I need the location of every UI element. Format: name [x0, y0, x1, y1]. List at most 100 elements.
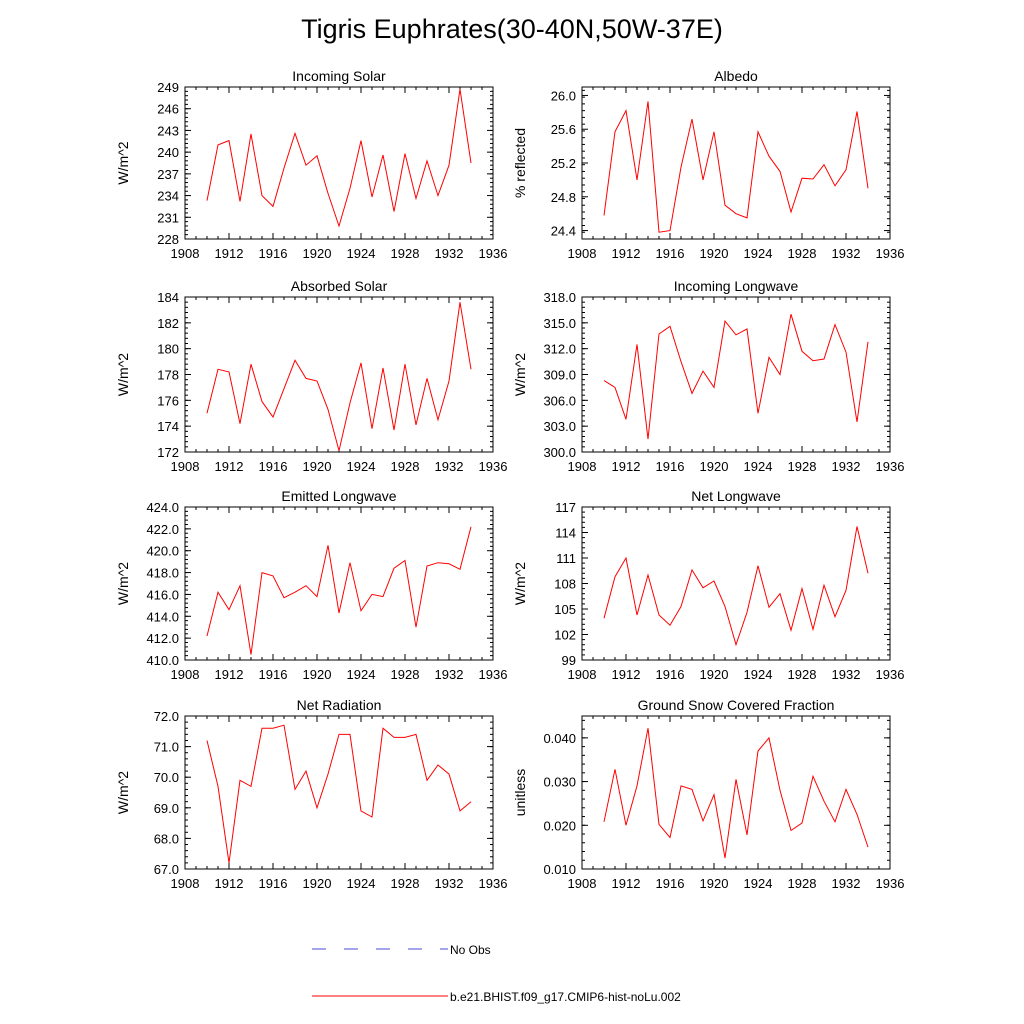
- y-tick-label: 249: [157, 80, 179, 95]
- y-tick-label: 0.030: [543, 775, 576, 790]
- x-tick-label: 1908: [171, 459, 200, 474]
- y-tick-label: 243: [157, 123, 179, 138]
- panel-title: Emitted Longwave: [281, 488, 396, 504]
- x-tick-label: 1912: [612, 667, 641, 682]
- x-tick-label: 1924: [744, 876, 773, 891]
- panel-title: Albedo: [714, 68, 758, 84]
- series-line: [206, 724, 472, 863]
- x-tick-label: 1924: [744, 246, 773, 261]
- y-tick-label: 105: [554, 602, 576, 617]
- x-tick-label: 1936: [479, 246, 508, 261]
- x-tick-label: 1912: [215, 876, 244, 891]
- x-tick-label: 1932: [832, 667, 861, 682]
- y-tick-label: 228: [157, 232, 179, 247]
- x-tick-label: 1924: [347, 246, 376, 261]
- y-axis-label: W/m^2: [512, 562, 528, 605]
- y-tick-label: 24.8: [551, 190, 576, 205]
- y-tick-label: 25.6: [551, 122, 576, 137]
- plot-frame: [581, 296, 891, 453]
- x-tick-label: 1920: [700, 246, 729, 261]
- panel-3: Absorbed Solar W/m^2 1908 1912 1916 1920 1924 1…: [115, 278, 507, 474]
- x-tick-label: 1920: [700, 876, 729, 891]
- plot-frame: [184, 296, 494, 453]
- y-axis-label: % reflected: [512, 128, 528, 198]
- y-tick-label: 234: [157, 189, 179, 204]
- x-tick-label: 1928: [391, 876, 420, 891]
- panel-title: Incoming Solar: [292, 68, 386, 84]
- x-tick-label: 1920: [303, 876, 332, 891]
- y-tick-label: 67.0: [154, 862, 179, 877]
- x-tick-label: 1932: [435, 876, 464, 891]
- y-tick-label: 26.0: [551, 88, 576, 103]
- x-tick-label: 1908: [171, 876, 200, 891]
- y-tick-label: 0.040: [543, 731, 576, 746]
- y-tick-label: 315.0: [543, 316, 576, 331]
- x-tick-label: 1936: [479, 876, 508, 891]
- x-tick-label: 1912: [215, 246, 244, 261]
- y-axis-label: W/m^2: [512, 353, 528, 396]
- x-tick-label: 1912: [215, 459, 244, 474]
- y-axis-label: W/m^2: [115, 141, 131, 184]
- panel-title: Incoming Longwave: [674, 278, 799, 294]
- y-tick-label: 309.0: [543, 368, 576, 383]
- series-line: [603, 314, 869, 440]
- x-tick-label: 1928: [788, 876, 817, 891]
- y-tick-label: 172: [157, 445, 179, 460]
- x-tick-label: 1932: [435, 459, 464, 474]
- figure-title: Tigris Euphrates(30-40N,50W-37E): [301, 14, 723, 44]
- y-tick-label: 410.0: [146, 653, 179, 668]
- y-tick-label: 102: [554, 628, 576, 643]
- y-tick-label: 414.0: [146, 609, 179, 624]
- y-tick-label: 416.0: [146, 587, 179, 602]
- panel-1: Incoming Solar W/m^2 1908 1912 1916 1920 1924 1…: [115, 68, 507, 261]
- x-tick-label: 1908: [171, 246, 200, 261]
- panel-title: Ground Snow Covered Fraction: [638, 697, 835, 713]
- x-tick-label: 1912: [215, 667, 244, 682]
- panel-2: Albedo % reflected 1908 1912 1916 1920 1924 192…: [512, 68, 904, 261]
- x-tick-label: 1908: [568, 459, 597, 474]
- x-tick-label: 1924: [347, 667, 376, 682]
- x-tick-label: 1924: [347, 876, 376, 891]
- series-line: [603, 101, 869, 233]
- y-tick-label: 25.2: [551, 156, 576, 171]
- x-tick-label: 1924: [744, 667, 773, 682]
- x-tick-label: 1912: [612, 876, 641, 891]
- x-tick-label: 1928: [788, 459, 817, 474]
- x-tick-label: 1936: [876, 246, 905, 261]
- x-tick-label: 1936: [479, 459, 508, 474]
- x-tick-label: 1916: [656, 667, 685, 682]
- y-tick-label: 0.020: [543, 818, 576, 833]
- series-line: [603, 526, 869, 647]
- x-tick-label: 1928: [788, 246, 817, 261]
- y-tick-label: 424.0: [146, 500, 179, 515]
- x-tick-label: 1936: [479, 667, 508, 682]
- y-tick-label: 0.010: [543, 862, 576, 877]
- plot-frame: [581, 715, 891, 870]
- y-axis-label: W/m^2: [115, 353, 131, 396]
- x-tick-label: 1920: [700, 459, 729, 474]
- x-tick-label: 1908: [568, 876, 597, 891]
- x-tick-label: 1912: [612, 459, 641, 474]
- y-tick-label: 71.0: [154, 740, 179, 755]
- panel-title: Net Longwave: [691, 488, 781, 504]
- x-tick-label: 1908: [568, 667, 597, 682]
- x-tick-label: 1924: [744, 459, 773, 474]
- x-tick-label: 1928: [788, 667, 817, 682]
- y-tick-label: 418.0: [146, 566, 179, 581]
- series-line: [206, 526, 472, 655]
- x-tick-label: 1932: [832, 876, 861, 891]
- y-tick-label: 240: [157, 145, 179, 160]
- x-tick-label: 1932: [435, 667, 464, 682]
- panel-5: Emitted Longwave W/m^2 1908 1912 1916 1920 192…: [115, 488, 507, 682]
- y-axis-label: W/m^2: [115, 771, 131, 814]
- panel-8: Ground Snow Covered Fraction unitless 1908…: [512, 697, 904, 891]
- y-tick-label: 111: [556, 551, 576, 566]
- legend: No Obs b.e21.BHIST.f09_g17.CMIP6-hist-noL…: [312, 943, 681, 1004]
- x-tick-label: 1920: [700, 667, 729, 682]
- x-tick-label: 1920: [303, 667, 332, 682]
- y-tick-label: 174: [157, 419, 179, 434]
- plot-frame: [184, 86, 494, 240]
- y-axis-label: unitless: [512, 769, 528, 816]
- x-tick-label: 1936: [876, 459, 905, 474]
- series-line: [206, 89, 472, 228]
